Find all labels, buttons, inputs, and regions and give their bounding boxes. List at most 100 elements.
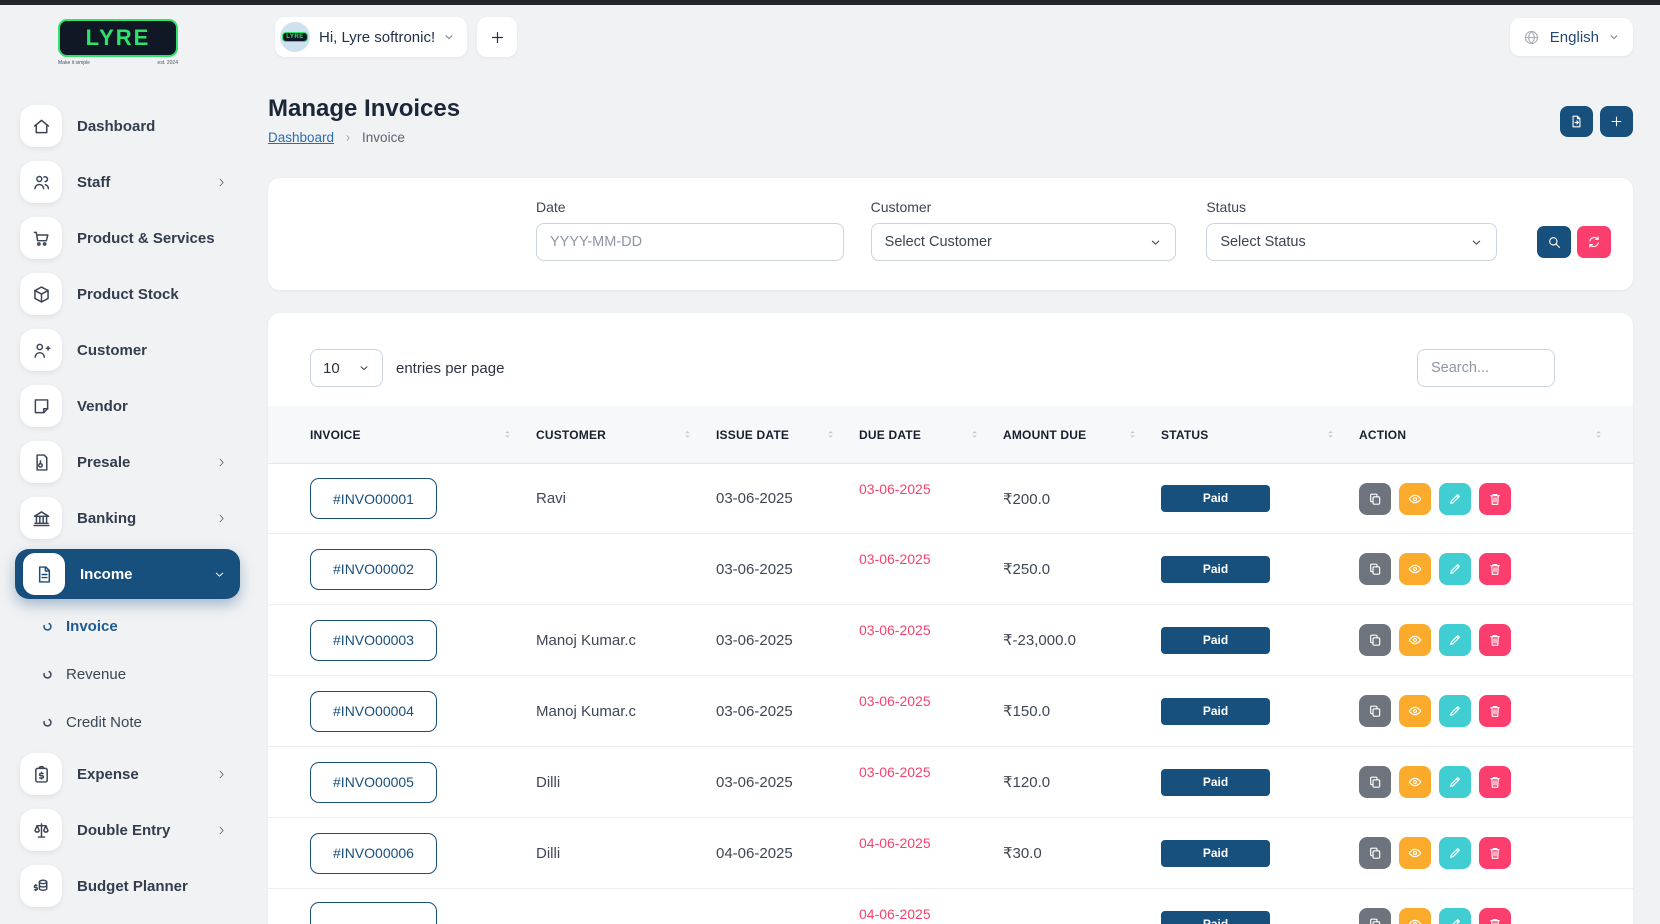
edit-button[interactable] bbox=[1439, 837, 1471, 869]
view-button[interactable] bbox=[1399, 908, 1431, 924]
add-invoice-button[interactable] bbox=[1600, 106, 1633, 137]
table-search-input[interactable] bbox=[1417, 349, 1555, 387]
invoice-link[interactable]: #INVO00005 bbox=[310, 762, 437, 803]
column-header-status[interactable]: STATUS bbox=[1161, 428, 1359, 442]
column-header-customer[interactable]: CUSTOMER bbox=[536, 428, 716, 442]
delete-button[interactable] bbox=[1479, 553, 1511, 585]
spinner-icon bbox=[42, 717, 53, 728]
status-select[interactable]: Select Status bbox=[1206, 223, 1497, 261]
sidebar-item-expense[interactable]: Expense bbox=[0, 746, 256, 802]
delete-button[interactable] bbox=[1479, 695, 1511, 727]
sidebar-subitem-credit-note[interactable]: Credit Note bbox=[0, 698, 256, 746]
reset-filter-button[interactable] bbox=[1577, 226, 1611, 258]
main-area: LYRE Hi, Lyre softronic! English M bbox=[256, 0, 1660, 924]
duplicate-button[interactable] bbox=[1359, 553, 1391, 585]
entries-per-page-select[interactable]: 10 bbox=[310, 349, 383, 387]
view-button[interactable] bbox=[1399, 624, 1431, 656]
invoice-cell: #INVO00003 bbox=[310, 620, 536, 661]
column-label: AMOUNT DUE bbox=[1003, 428, 1086, 442]
edit-button[interactable] bbox=[1439, 695, 1471, 727]
delete-button[interactable] bbox=[1479, 624, 1511, 656]
column-header-action[interactable]: ACTION bbox=[1359, 428, 1605, 442]
duplicate-button[interactable] bbox=[1359, 624, 1391, 656]
eye-icon bbox=[1407, 632, 1423, 648]
sidebar-item-label: Customer bbox=[77, 342, 147, 359]
sidebar-subitem-invoice[interactable]: Invoice bbox=[0, 602, 256, 650]
invoice-link[interactable]: #INVO00004 bbox=[310, 691, 437, 732]
invoice-link[interactable]: #INVO00003 bbox=[310, 620, 437, 661]
edit-button[interactable] bbox=[1439, 624, 1471, 656]
sidebar-subitem-label: Revenue bbox=[66, 666, 126, 683]
column-label: STATUS bbox=[1161, 428, 1208, 442]
sidebar-item-label: Income bbox=[80, 566, 133, 583]
edit-button[interactable] bbox=[1439, 766, 1471, 798]
duplicate-button[interactable] bbox=[1359, 695, 1391, 727]
sidebar-item-budget-planner[interactable]: Budget Planner bbox=[0, 858, 256, 914]
delete-button[interactable] bbox=[1479, 766, 1511, 798]
column-header-due-date[interactable]: DUE DATE bbox=[859, 428, 1003, 442]
duplicate-button[interactable] bbox=[1359, 483, 1391, 515]
sort-icon bbox=[1592, 428, 1605, 441]
sidebar-item-product-stock[interactable]: Product Stock bbox=[0, 266, 256, 322]
sidebar-item-vendor[interactable]: Vendor bbox=[0, 378, 256, 434]
avatar-logo: LYRE bbox=[282, 32, 307, 42]
sidebar-item-presale[interactable]: Presale bbox=[0, 434, 256, 490]
invoice-link[interactable] bbox=[310, 902, 437, 924]
customer-select[interactable]: Select Customer bbox=[871, 223, 1177, 261]
edit-button[interactable] bbox=[1439, 483, 1471, 515]
quick-add-button[interactable] bbox=[477, 17, 517, 57]
date-input[interactable] bbox=[536, 223, 844, 261]
customer-label: Customer bbox=[871, 199, 1177, 215]
status-cell: Paid bbox=[1161, 911, 1359, 924]
logo-text: LYRE bbox=[86, 25, 151, 51]
duplicate-button[interactable] bbox=[1359, 908, 1391, 924]
sidebar-item-product-services[interactable]: Product & Services bbox=[0, 210, 256, 266]
breadcrumb-dashboard-link[interactable]: Dashboard bbox=[268, 130, 334, 145]
logo-tagline-right: est. 2024 bbox=[157, 60, 178, 66]
sidebar-item-customer[interactable]: Customer bbox=[0, 322, 256, 378]
column-header-issue-date[interactable]: ISSUE DATE bbox=[716, 428, 859, 442]
user-menu[interactable]: LYRE Hi, Lyre softronic! bbox=[275, 17, 467, 57]
view-button[interactable] bbox=[1399, 695, 1431, 727]
delete-button[interactable] bbox=[1479, 837, 1511, 869]
column-header-amount-due[interactable]: AMOUNT DUE bbox=[1003, 428, 1161, 442]
copy-icon bbox=[1367, 561, 1383, 577]
sidebar-item-dashboard[interactable]: Dashboard bbox=[0, 98, 256, 154]
view-button[interactable] bbox=[1399, 553, 1431, 585]
delete-button[interactable] bbox=[1479, 908, 1511, 924]
view-button[interactable] bbox=[1399, 483, 1431, 515]
delete-button[interactable] bbox=[1479, 483, 1511, 515]
sidebar-item-label: Presale bbox=[77, 454, 130, 471]
language-selector[interactable]: English bbox=[1510, 18, 1633, 56]
sidebar-item-staff[interactable]: Staff bbox=[0, 154, 256, 210]
table-row: 04-06-2025Paid bbox=[268, 889, 1633, 924]
sidebar-subitem-revenue[interactable]: Revenue bbox=[0, 650, 256, 698]
invoice-link[interactable]: #INVO00002 bbox=[310, 549, 437, 590]
column-label: DUE DATE bbox=[859, 428, 921, 442]
export-button[interactable] bbox=[1560, 106, 1593, 137]
sidebar-menu: DashboardStaffProduct & ServicesProduct … bbox=[0, 98, 256, 924]
view-button[interactable] bbox=[1399, 766, 1431, 798]
sidebar-item-label: Double Entry bbox=[77, 822, 170, 839]
sidebar-item-banking[interactable]: Banking bbox=[0, 490, 256, 546]
plus-icon bbox=[489, 29, 506, 46]
sidebar-item-income[interactable]: Income bbox=[15, 549, 240, 599]
edit-button[interactable] bbox=[1439, 908, 1471, 924]
invoice-link[interactable]: #INVO00006 bbox=[310, 833, 437, 874]
edit-button[interactable] bbox=[1439, 553, 1471, 585]
apply-filter-button[interactable] bbox=[1537, 226, 1571, 258]
column-header-invoice[interactable]: INVOICE bbox=[310, 428, 536, 442]
invoice-link[interactable]: #INVO00001 bbox=[310, 478, 437, 519]
copy-icon bbox=[1367, 632, 1383, 648]
status-badge: Paid bbox=[1161, 769, 1270, 796]
breadcrumb-separator-icon bbox=[343, 133, 353, 143]
duplicate-button[interactable] bbox=[1359, 837, 1391, 869]
chevron-down-icon bbox=[1608, 31, 1620, 43]
duplicate-button[interactable] bbox=[1359, 766, 1391, 798]
users-iconbox bbox=[20, 161, 62, 203]
copy-icon bbox=[1367, 916, 1383, 924]
column-label: INVOICE bbox=[310, 428, 361, 442]
sidebar-item-double-entry[interactable]: Double Entry bbox=[0, 802, 256, 858]
brand-logo[interactable]: LYRE Make it simple est. 2024 bbox=[58, 19, 178, 66]
view-button[interactable] bbox=[1399, 837, 1431, 869]
